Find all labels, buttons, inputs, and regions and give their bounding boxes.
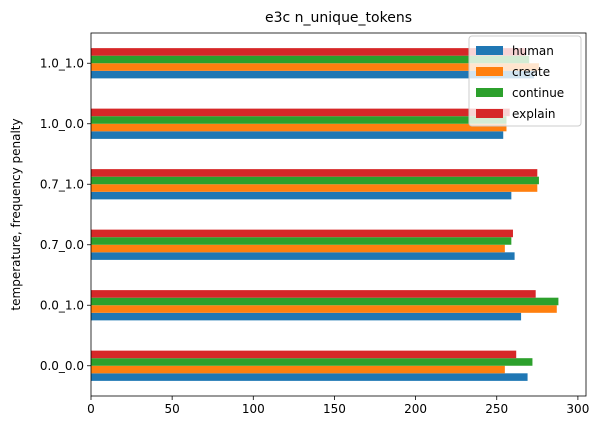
bar-create-0.0_1.0 xyxy=(91,305,557,313)
x-tick-label: 100 xyxy=(242,402,265,416)
bar-continue-0.0_0.0 xyxy=(91,358,533,366)
bar-continue-0.0_1.0 xyxy=(91,297,559,306)
x-tick-label: 300 xyxy=(566,402,589,416)
x-tick-label: 0 xyxy=(87,402,95,416)
bar-create-0.0_0.0 xyxy=(91,365,505,374)
bar-explain-0.7_1.0 xyxy=(91,169,538,177)
bar-continue-0.7_0.0 xyxy=(91,237,512,245)
bar-human-0.0_1.0 xyxy=(91,312,522,321)
x-tick-label: 200 xyxy=(404,402,427,416)
y-tick-label: 0.0_1.0 xyxy=(40,298,84,312)
y-axis-title: temperature, frequency penalty xyxy=(9,118,23,310)
legend-swatch-continue xyxy=(476,88,503,97)
y-tick-label: 0.7_0.0 xyxy=(40,238,84,252)
bar-human-0.7_1.0 xyxy=(91,191,512,200)
legend-box xyxy=(468,35,582,127)
y-tick-label: 1.0_0.0 xyxy=(40,117,84,131)
bar-create-0.7_0.0 xyxy=(91,244,505,253)
bar-create-1.0_1.0 xyxy=(91,63,539,71)
legend-label-continue: continue xyxy=(512,86,564,100)
bar-continue-1.0_1.0 xyxy=(91,55,530,64)
y-axis-ticks: 0.0_0.0 0.0_1.0 0.7_0.0 0.7_1.0 1.0_0.0 1.0_1… xyxy=(40,56,91,373)
bar-continue-1.0_0.0 xyxy=(91,116,507,124)
bar-human-0.7_0.0 xyxy=(91,252,515,260)
legend-swatch-explain xyxy=(476,109,503,118)
legend-label-create: create xyxy=(512,65,550,79)
bar-explain-0.0_1.0 xyxy=(91,290,536,298)
bar-create-0.7_1.0 xyxy=(91,184,538,192)
y-tick-label: 0.7_1.0 xyxy=(40,177,84,191)
bar-human-1.0_1.0 xyxy=(91,70,535,79)
bar-create-1.0_0.0 xyxy=(91,123,507,132)
chart-title: e3c n_unique_tokens xyxy=(265,10,412,26)
legend-swatch-human xyxy=(476,46,503,55)
legend-label-explain: explain xyxy=(512,107,556,121)
legend: human create continue explain xyxy=(468,35,582,127)
bar-explain-0.7_0.0 xyxy=(91,229,513,238)
bars-group xyxy=(91,48,559,381)
x-axis-ticks: 0 50 100 150 200 250 300 xyxy=(87,396,589,416)
y-tick-label: 0.0_0.0 xyxy=(40,359,84,373)
x-tick-label: 50 xyxy=(165,402,180,416)
plot-area-frame xyxy=(90,32,587,397)
bar-explain-0.0_0.0 xyxy=(91,350,517,359)
bar-human-0.0_0.0 xyxy=(91,373,528,381)
bar-human-1.0_0.0 xyxy=(91,131,504,139)
bar-continue-0.7_1.0 xyxy=(91,176,539,185)
y-tick-label: 1.0_1.0 xyxy=(40,56,84,70)
legend-label-human: human xyxy=(512,44,554,58)
legend-swatch-create xyxy=(476,67,503,76)
x-tick-label: 150 xyxy=(323,402,346,416)
bar-explain-1.0_1.0 xyxy=(91,48,526,56)
bar-explain-1.0_0.0 xyxy=(91,108,510,117)
x-tick-label: 250 xyxy=(485,402,508,416)
